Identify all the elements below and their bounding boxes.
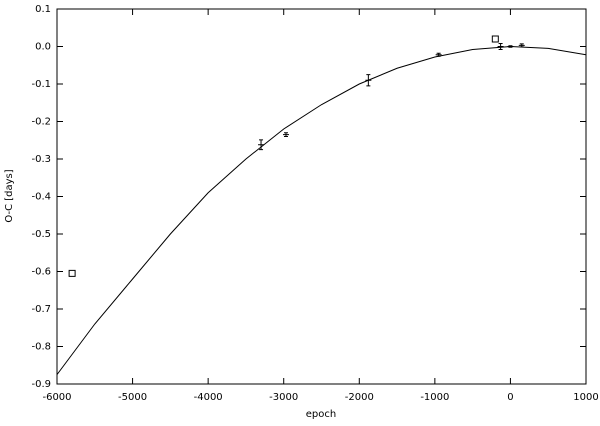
fit-curve <box>56 45 587 375</box>
square-point <box>491 35 499 43</box>
y-tick-label: -0.5 <box>31 229 51 240</box>
y-axis-label: O-C [days] <box>4 169 15 222</box>
y-tick-label: 0.0 <box>35 42 51 53</box>
square-point <box>68 269 76 277</box>
x-tick-label: -3000 <box>269 392 298 403</box>
x-tick-label: 1000 <box>573 392 598 403</box>
plot-frame <box>56 8 587 385</box>
y-tick-label: -0.6 <box>31 267 51 278</box>
y-tick-label: -0.2 <box>31 117 51 128</box>
x-tick-label: -4000 <box>194 392 223 403</box>
x-tick-label: -2000 <box>345 392 374 403</box>
y-tick-label: -0.9 <box>31 379 51 390</box>
y-tick-label: -0.7 <box>31 304 51 315</box>
y-tick-label: -0.1 <box>31 79 51 90</box>
x-tick-label: -5000 <box>118 392 147 403</box>
y-tick-label: -0.8 <box>31 342 51 353</box>
x-tick-label: -1000 <box>420 392 449 403</box>
x-tick-label: -6000 <box>42 392 71 403</box>
x-tick-label: 0 <box>507 392 513 403</box>
y-tick-label: -0.4 <box>31 192 51 203</box>
y-tick-label: -0.3 <box>31 154 51 165</box>
x-axis-label: epoch <box>306 409 336 420</box>
y-tick-label: 0.1 <box>35 4 51 15</box>
